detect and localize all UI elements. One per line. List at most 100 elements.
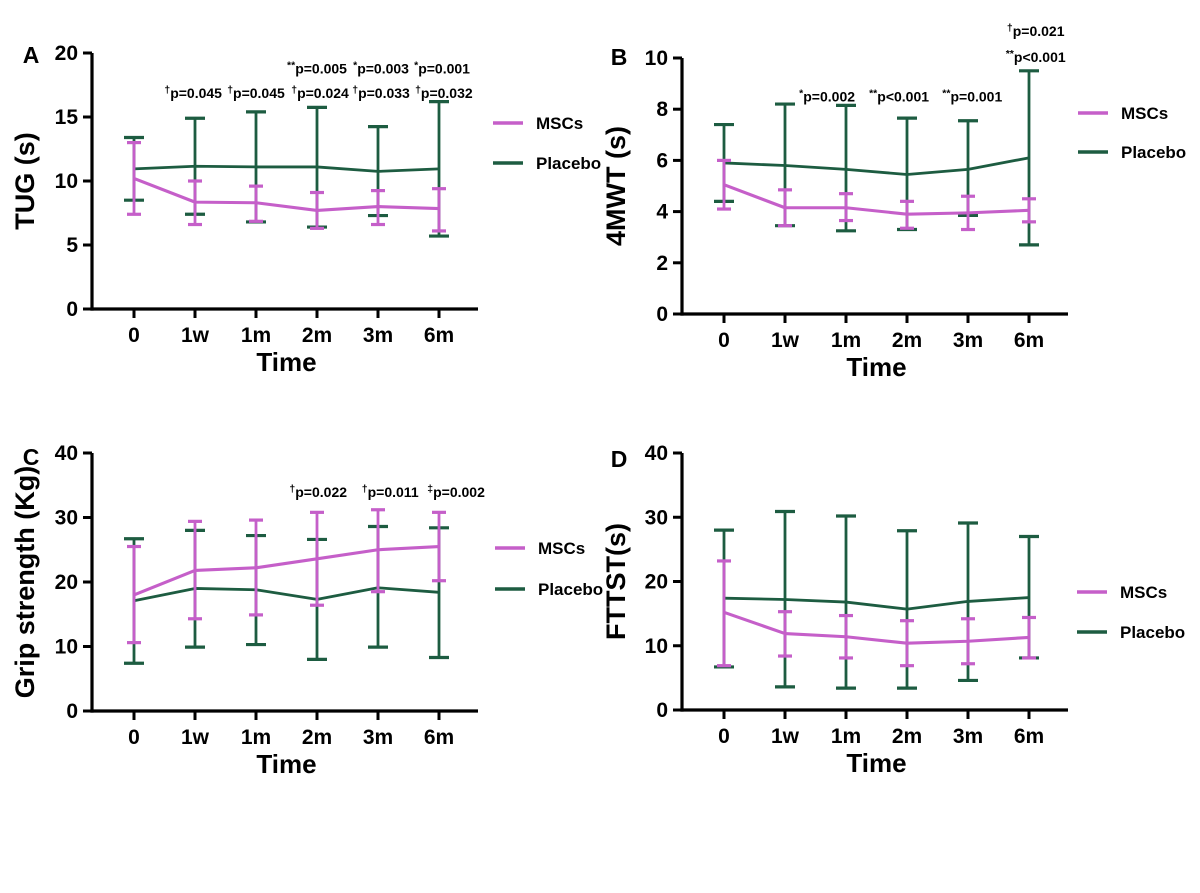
x-tick-label: 2m — [302, 726, 332, 749]
x-tick-label: 6m — [1014, 725, 1044, 748]
x-tick-label: 2m — [892, 329, 922, 352]
significance-annotation: *p=0.002 — [799, 88, 855, 105]
placebo-legend-label: Placebo — [1120, 623, 1185, 642]
x-tick-label: 2m — [892, 725, 922, 748]
significance-annotation: †p=0.021 — [1007, 22, 1065, 39]
x-tick-label: 0 — [128, 726, 140, 749]
placebo-legend-label: Placebo — [538, 580, 603, 599]
panel-B: 0 2 4 6 8 10 0 1w 1m 2m 3m 6m 4MWT (s) Time B *p=0.002 *… — [601, 22, 1186, 382]
axes: 0 2 4 6 8 10 0 1w 1m 2m 3m 6m — [645, 47, 1068, 352]
x-axis-title: Time — [256, 347, 316, 377]
y-tick-label: 0 — [656, 699, 668, 722]
panel-A: 0 5 10 15 20 0 1w 1m 2m 3m 6m TUG (s) Time A **p=0.005… — [10, 42, 601, 377]
y-tick-label: 30 — [645, 506, 668, 529]
y-tick-label: 40 — [645, 442, 668, 465]
y-axis-title: 4MWT (s) — [601, 126, 631, 246]
x-tick-label: 1m — [831, 725, 861, 748]
significance-annotation: †p=0.024 — [291, 84, 349, 101]
x-tick-label: 6m — [424, 324, 454, 347]
significance-annotation: ‡p=0.002 — [427, 483, 485, 500]
x-tick-label: 1w — [771, 725, 800, 748]
panel-letter: A — [23, 42, 40, 68]
y-tick-label: 0 — [66, 700, 78, 723]
x-tick-label: 1w — [771, 329, 800, 352]
x-tick-label: 6m — [1014, 329, 1044, 352]
significance-annotation: †p=0.022 — [289, 483, 347, 500]
y-tick-label: 4 — [656, 201, 668, 224]
y-tick-label: 2 — [656, 252, 668, 275]
x-tick-label: 2m — [302, 324, 332, 347]
y-tick-label: 20 — [55, 571, 78, 594]
mscs-line — [133, 176, 440, 212]
x-axis-title: Time — [846, 352, 906, 382]
panel-D: 0 10 20 30 40 0 1w 1m 2m 3m 6m FTTST(s) Time D MSCs Pla… — [601, 442, 1185, 778]
x-tick-label: 0 — [718, 725, 730, 748]
mscs-line — [723, 183, 1030, 216]
x-tick-label: 0 — [718, 329, 730, 352]
y-tick-label: 0 — [656, 303, 668, 326]
significance-annotation: *p=0.001 — [414, 59, 470, 76]
x-tick-label: 1m — [241, 726, 271, 749]
placebo-legend-label: Placebo — [1121, 143, 1186, 162]
significance-annotation: †p=0.011 — [362, 483, 419, 500]
x-tick-label: 1m — [241, 324, 271, 347]
placebo-line — [133, 586, 440, 603]
mscs-legend-label: MSCs — [536, 114, 583, 133]
y-tick-label: 6 — [656, 149, 668, 172]
x-tick-label: 3m — [953, 329, 983, 352]
mscs-legend-label: MSCs — [1120, 583, 1167, 602]
significance-annotation: **p<0.001 — [869, 88, 929, 105]
legend: MSCs Placebo — [493, 114, 601, 173]
axes: 0 10 20 30 40 0 1w 1m 2m 3m 6m — [55, 442, 478, 749]
mscs-line — [133, 544, 440, 597]
placebo-line — [133, 164, 440, 173]
mscs-legend-label: MSCs — [1121, 104, 1168, 123]
x-axis-title: Time — [256, 749, 316, 779]
y-tick-label: 20 — [645, 571, 668, 594]
x-tick-label: 1w — [181, 726, 210, 749]
y-tick-label: 15 — [55, 106, 79, 129]
significance-annotation: **p=0.001 — [942, 88, 1002, 105]
legend: MSCs Placebo — [495, 539, 603, 599]
y-tick-label: 10 — [645, 47, 668, 70]
y-tick-label: 20 — [55, 42, 78, 65]
y-axis-title: FTTST(s) — [601, 523, 631, 640]
x-tick-label: 6m — [424, 726, 454, 749]
panel-letter: B — [611, 44, 628, 70]
y-tick-label: 0 — [66, 298, 78, 321]
significance-annotation: †p=0.032 — [415, 84, 473, 101]
significance-annotation: *p=0.003 — [353, 59, 409, 76]
y-axis-title: Grip strength (Kg) — [10, 466, 40, 698]
significance-annotation: **p<0.001 — [1006, 48, 1066, 65]
panel-C: 0 10 20 30 40 0 1w 1m 2m 3m 6m Grip strength (Kg) Ti… — [10, 442, 603, 779]
panel-letter: C — [23, 444, 40, 470]
x-tick-label: 3m — [363, 324, 393, 347]
legend: MSCs Placebo — [1077, 583, 1185, 642]
x-tick-label: 3m — [363, 726, 393, 749]
axes: 0 10 20 30 40 0 1w 1m 2m 3m 6m — [645, 442, 1068, 748]
significance-annotation: †p=0.045 — [164, 84, 222, 101]
mscs-series — [127, 508, 446, 645]
mscs-series — [717, 559, 1036, 668]
x-tick-label: 0 — [128, 324, 140, 347]
placebo-legend-label: Placebo — [536, 154, 601, 173]
legend: MSCs Placebo — [1078, 104, 1186, 162]
placebo-series — [124, 100, 449, 238]
y-tick-label: 10 — [645, 635, 668, 658]
mscs-series — [717, 158, 1036, 232]
mscs-legend-label: MSCs — [538, 539, 585, 558]
placebo-series — [714, 509, 1039, 690]
significance-annotation: **p=0.005 — [287, 59, 347, 76]
y-tick-label: 10 — [55, 170, 78, 193]
y-tick-label: 8 — [656, 98, 668, 121]
x-axis-title: Time — [846, 748, 906, 778]
significance-annotation: †p=0.033 — [352, 84, 410, 101]
y-tick-label: 40 — [55, 442, 78, 465]
y-tick-label: 30 — [55, 507, 78, 530]
placebo-line — [723, 596, 1030, 611]
mscs-line — [723, 610, 1030, 645]
y-axis-title: TUG (s) — [10, 132, 40, 230]
placebo-line — [723, 156, 1030, 176]
mscs-series — [127, 141, 446, 233]
